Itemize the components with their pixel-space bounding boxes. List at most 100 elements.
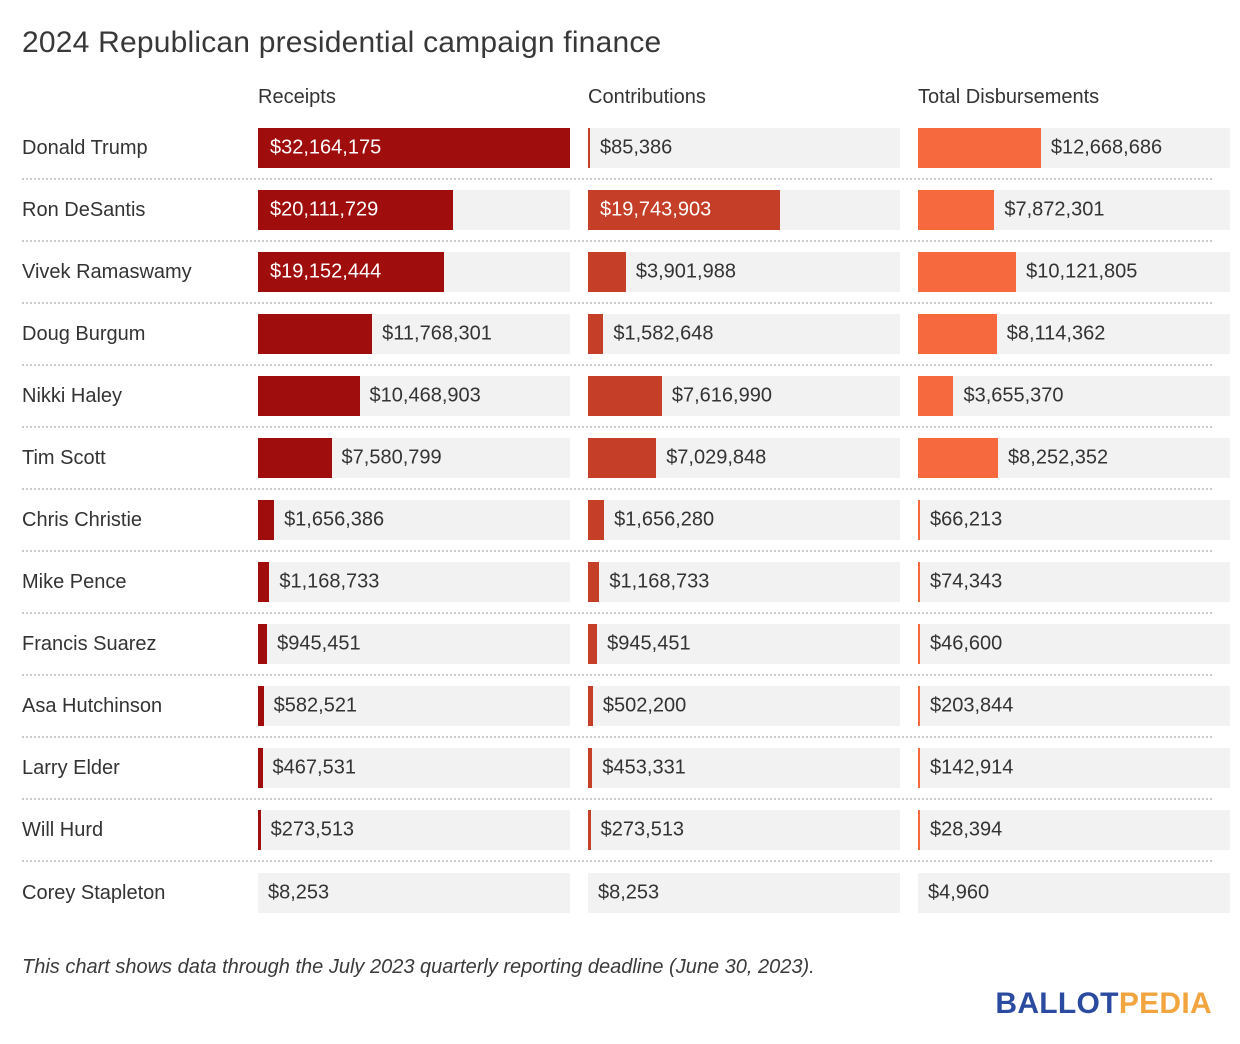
disbursements-value: $8,252,352 bbox=[1008, 446, 1109, 469]
contributions-bar-track: $1,168,733 bbox=[588, 562, 900, 602]
disbursements-bar-track: $142,914 bbox=[918, 748, 1230, 788]
disbursements-value: $8,114,362 bbox=[1006, 322, 1106, 345]
contributions-bar bbox=[588, 748, 593, 788]
receipts-bar-track: $1,168,733 bbox=[258, 562, 570, 602]
contributions-value: $1,656,280 bbox=[614, 508, 715, 531]
logo-pedia-text: PEDIA bbox=[1118, 987, 1212, 1020]
candidate-row: Francis Suarez $945,451 $945,451 $46,600 bbox=[22, 614, 1230, 676]
candidate-name: Donald Trump bbox=[22, 136, 148, 159]
disbursements-value: $3,655,370 bbox=[963, 384, 1064, 407]
contributions-bar bbox=[588, 624, 598, 664]
receipts-bar-track: $273,513 bbox=[258, 810, 570, 850]
receipts-value: $10,468,903 bbox=[369, 384, 481, 407]
contributions-value: $1,168,733 bbox=[609, 570, 710, 593]
contributions-bar bbox=[588, 438, 657, 478]
receipts-value: $467,531 bbox=[272, 756, 356, 779]
contributions-bar-track: $502,200 bbox=[588, 686, 900, 726]
contributions-bar bbox=[588, 314, 604, 354]
receipts-bar bbox=[258, 190, 454, 230]
disbursements-bar bbox=[918, 748, 920, 788]
contributions-bar-track: $3,901,988 bbox=[588, 252, 900, 292]
receipts-bar bbox=[258, 438, 332, 478]
receipts-value: $19,152,444 bbox=[270, 260, 382, 283]
receipts-bar bbox=[258, 686, 264, 726]
disbursements-bar bbox=[918, 190, 995, 230]
contributions-bar-track: $453,331 bbox=[588, 748, 900, 788]
disbursements-value: $74,343 bbox=[930, 570, 1003, 593]
disbursements-value: $203,844 bbox=[930, 694, 1014, 717]
disbursements-bar-track: $8,114,362 bbox=[918, 314, 1230, 354]
candidate-name: Chris Christie bbox=[22, 508, 143, 531]
contributions-bar bbox=[588, 376, 662, 416]
disbursements-bar-track: $8,252,352 bbox=[918, 438, 1230, 478]
candidate-row: Chris Christie $1,656,386 $1,656,280 $66,21… bbox=[22, 490, 1230, 552]
candidate-row: Will Hurd $273,513 $273,513 $28,394 bbox=[22, 800, 1230, 862]
receipts-value: $273,513 bbox=[270, 818, 355, 841]
disbursements-bar-track: $46,600 bbox=[918, 624, 1230, 664]
disbursements-bar-track: $3,655,370 bbox=[918, 376, 1230, 416]
candidate-name: Will Hurd bbox=[22, 818, 104, 841]
candidate-row: Corey Stapleton $8,253 $8,253 $4,960 bbox=[22, 862, 1230, 924]
contributions-value: $273,513 bbox=[600, 818, 685, 841]
receipts-bar-track: $945,451 bbox=[258, 624, 570, 664]
disbursements-value: $142,914 bbox=[930, 756, 1014, 779]
receipts-bar bbox=[258, 128, 570, 168]
candidate-row: Donald Trump $32,164,175 $85,386 $12,668,68… bbox=[22, 118, 1230, 180]
candidate-name: Tim Scott bbox=[22, 446, 106, 469]
contributions-value: $7,029,848 bbox=[666, 446, 767, 469]
contributions-bar-track: $1,656,280 bbox=[588, 500, 900, 540]
receipts-value: $11,768,301 bbox=[382, 322, 492, 345]
receipts-bar bbox=[258, 748, 263, 788]
receipts-bar bbox=[258, 500, 275, 540]
disbursements-bar-track: $203,844 bbox=[918, 686, 1230, 726]
contributions-value: $3,901,988 bbox=[635, 260, 736, 283]
disbursements-bar bbox=[918, 376, 954, 416]
candidate-row: Larry Elder $467,531 $453,331 $142,914 bbox=[22, 738, 1230, 800]
receipts-value: $945,451 bbox=[277, 632, 361, 655]
receipts-value: $32,164,175 bbox=[270, 136, 382, 159]
receipts-bar-track: $8,253 bbox=[258, 873, 570, 913]
contributions-bar bbox=[588, 128, 590, 168]
candidate-name: Corey Stapleton bbox=[22, 881, 166, 904]
receipts-value: $1,168,733 bbox=[279, 570, 380, 593]
disbursements-bar bbox=[918, 562, 920, 602]
ballotpedia-logo: BALLOTPEDIA bbox=[22, 987, 1212, 1021]
contributions-bar-track: $7,029,848 bbox=[588, 438, 900, 478]
contributions-bar-track: $19,743,903 bbox=[588, 190, 900, 230]
contributions-bar bbox=[588, 562, 600, 602]
candidate-name: Larry Elder bbox=[22, 756, 120, 779]
chart-rows: Donald Trump $32,164,175 $85,386 $12,668,68… bbox=[22, 118, 1230, 924]
disbursements-bar bbox=[918, 252, 1017, 292]
candidate-name: Nikki Haley bbox=[22, 384, 123, 407]
receipts-bar bbox=[258, 562, 270, 602]
disbursements-bar bbox=[918, 314, 997, 354]
disbursements-bar bbox=[918, 624, 920, 664]
disbursements-bar-track: $10,121,805 bbox=[918, 252, 1230, 292]
contributions-value: $8,253 bbox=[598, 881, 660, 904]
receipts-bar-track: $582,521 bbox=[258, 686, 570, 726]
disbursements-bar bbox=[918, 438, 999, 478]
receipts-bar-track: $11,768,301 bbox=[258, 314, 570, 354]
contributions-value: $502,200 bbox=[602, 694, 687, 717]
disbursements-value: $28,394 bbox=[930, 818, 1003, 841]
disbursements-bar bbox=[918, 810, 920, 850]
contributions-bar-track: $7,616,990 bbox=[588, 376, 900, 416]
candidate-row: Mike Pence $1,168,733 $1,168,733 $74,343 bbox=[22, 552, 1230, 614]
candidate-name: Asa Hutchinson bbox=[22, 694, 163, 717]
disbursements-bar bbox=[918, 500, 920, 540]
candidate-row: Tim Scott $7,580,799 $7,029,848 $8,252,352 bbox=[22, 428, 1230, 490]
contributions-bar-track: $8,253 bbox=[588, 873, 900, 913]
contributions-bar-track: $945,451 bbox=[588, 624, 900, 664]
disbursements-bar-track: $7,872,301 bbox=[918, 190, 1230, 230]
disbursements-value: $12,668,686 bbox=[1050, 136, 1163, 159]
disbursements-value: $7,872,301 bbox=[1004, 198, 1105, 221]
footnote: This chart shows data through the July 2… bbox=[22, 956, 815, 978]
disbursements-value: $66,213 bbox=[930, 508, 1003, 531]
receipts-bar-track: $7,580,799 bbox=[258, 438, 570, 478]
contributions-bar bbox=[588, 252, 626, 292]
candidate-name: Mike Pence bbox=[22, 570, 127, 593]
receipts-bar-track: $10,468,903 bbox=[258, 376, 570, 416]
disbursements-value: $10,121,805 bbox=[1026, 260, 1138, 283]
logo-ballot-text: BALLOT bbox=[995, 987, 1119, 1020]
